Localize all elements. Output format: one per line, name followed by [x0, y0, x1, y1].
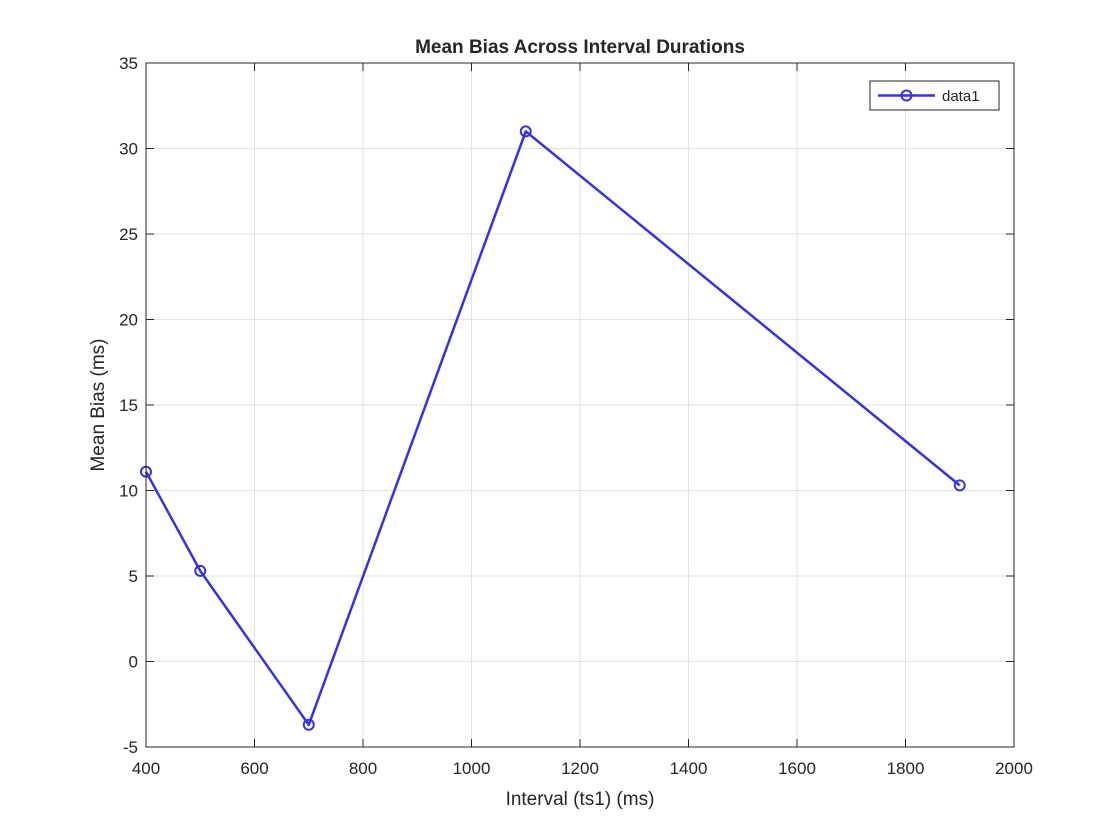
y-tick-label: 5: [129, 567, 138, 586]
x-tick-label: 1800: [887, 759, 925, 778]
x-tick-label: 1200: [561, 759, 599, 778]
series-layer: [140, 125, 966, 731]
data-point[interactable]: [302, 718, 315, 731]
data-point[interactable]: [953, 479, 966, 492]
legend-label: data1: [942, 88, 980, 105]
y-tick-label: -5: [123, 738, 138, 757]
data-point[interactable]: [194, 564, 207, 577]
x-tick-label: 400: [132, 759, 160, 778]
x-tick-label: 1600: [778, 759, 816, 778]
legend[interactable]: data1: [869, 80, 1000, 111]
y-tick-label: 15: [119, 396, 138, 415]
x-tick-label: 2000: [995, 759, 1033, 778]
x-tick-label: 600: [240, 759, 268, 778]
y-tick-label: 0: [129, 653, 138, 672]
chart-title: Mean Bias Across Interval Durations: [415, 37, 745, 58]
axes-frame: [145, 62, 1015, 748]
x-tick-label: 1400: [670, 759, 708, 778]
y-tick-label: 25: [119, 225, 138, 244]
x-tick-label: 800: [349, 759, 377, 778]
y-tick-label: 30: [119, 140, 138, 159]
x-axis-label: Interval (ts1) (ms): [506, 789, 655, 810]
y-axis-label: Mean Bias (ms): [88, 338, 109, 471]
y-tick-label: 20: [119, 311, 138, 330]
legend-marker-sample: [900, 89, 913, 102]
y-tick-label: 10: [119, 482, 138, 501]
x-tick-label: 1000: [453, 759, 491, 778]
y-tick-label: 35: [119, 54, 138, 73]
series-line: [144, 130, 961, 727]
data-point[interactable]: [519, 125, 532, 138]
tick-labels: 400 600 800 1000 1200 1400 1600 1800 2000 -5 0 5 10 1…: [119, 54, 1033, 778]
